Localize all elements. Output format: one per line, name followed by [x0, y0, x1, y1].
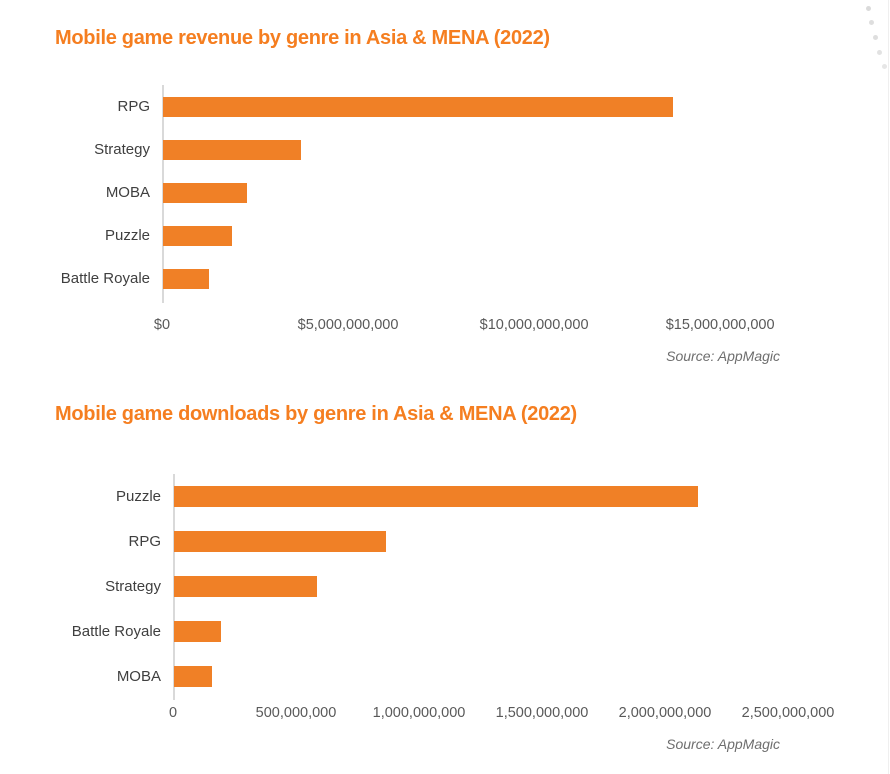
category-label: Battle Royale [71, 623, 161, 640]
x-axis-tick-label: 1,500,000,000 [495, 705, 589, 721]
x-axis-tick-label: $15,000,000,000 [665, 317, 775, 333]
x-axis-tick-label: 2,500,000,000 [741, 705, 835, 721]
category-label: Puzzle [104, 227, 150, 244]
bar [163, 225, 232, 246]
revenue-chart-title: Mobile game revenue by genre in Asia & M… [55, 27, 550, 49]
x-axis-tick-label: $10,000,000,000 [479, 317, 589, 333]
category-label: Puzzle [115, 488, 161, 505]
bar [174, 666, 212, 687]
category-label: MOBA [116, 668, 161, 685]
page-edge-divider [888, 0, 889, 774]
bar [174, 621, 221, 642]
x-axis-tick-label: 2,000,000,000 [618, 705, 712, 721]
revenue-chart-plot: RPG Strategy MOBA Puzzle Battle Royale $0 $5,0… [0, 85, 890, 335]
bar [174, 576, 317, 597]
decor-dot-icon [869, 20, 874, 25]
decor-dot-icon [877, 50, 882, 55]
x-axis-tick-label: 1,000,000,000 [372, 705, 466, 721]
x-axis-tick-label: 0 [168, 705, 178, 721]
x-axis-tick-label: 500,000,000 [255, 705, 337, 721]
bar [163, 182, 247, 203]
category-label: RPG [128, 533, 161, 550]
revenue-source-label: Source: AppMagic [666, 348, 780, 364]
bar [174, 531, 386, 552]
bar [163, 139, 301, 160]
category-label: Strategy [105, 578, 161, 595]
bar [163, 96, 673, 117]
decor-dot-icon [882, 64, 887, 69]
bar [163, 268, 209, 289]
category-label: Battle Royale [60, 270, 150, 287]
category-label: RPG [117, 98, 150, 115]
category-label: MOBA [105, 184, 150, 201]
x-axis-tick-label: $0 [153, 317, 171, 333]
x-axis-tick-label: $5,000,000,000 [297, 317, 399, 333]
category-label: Strategy [94, 141, 150, 158]
downloads-chart-plot: Puzzle RPG Strategy Battle Royale MOBA 0 500,0… [0, 474, 890, 724]
downloads-chart-title: Mobile game downloads by genre in Asia &… [55, 403, 577, 425]
decor-dot-icon [873, 35, 878, 40]
downloads-source-label: Source: AppMagic [666, 736, 780, 752]
decor-dot-icon [866, 6, 871, 11]
bar [174, 486, 698, 507]
